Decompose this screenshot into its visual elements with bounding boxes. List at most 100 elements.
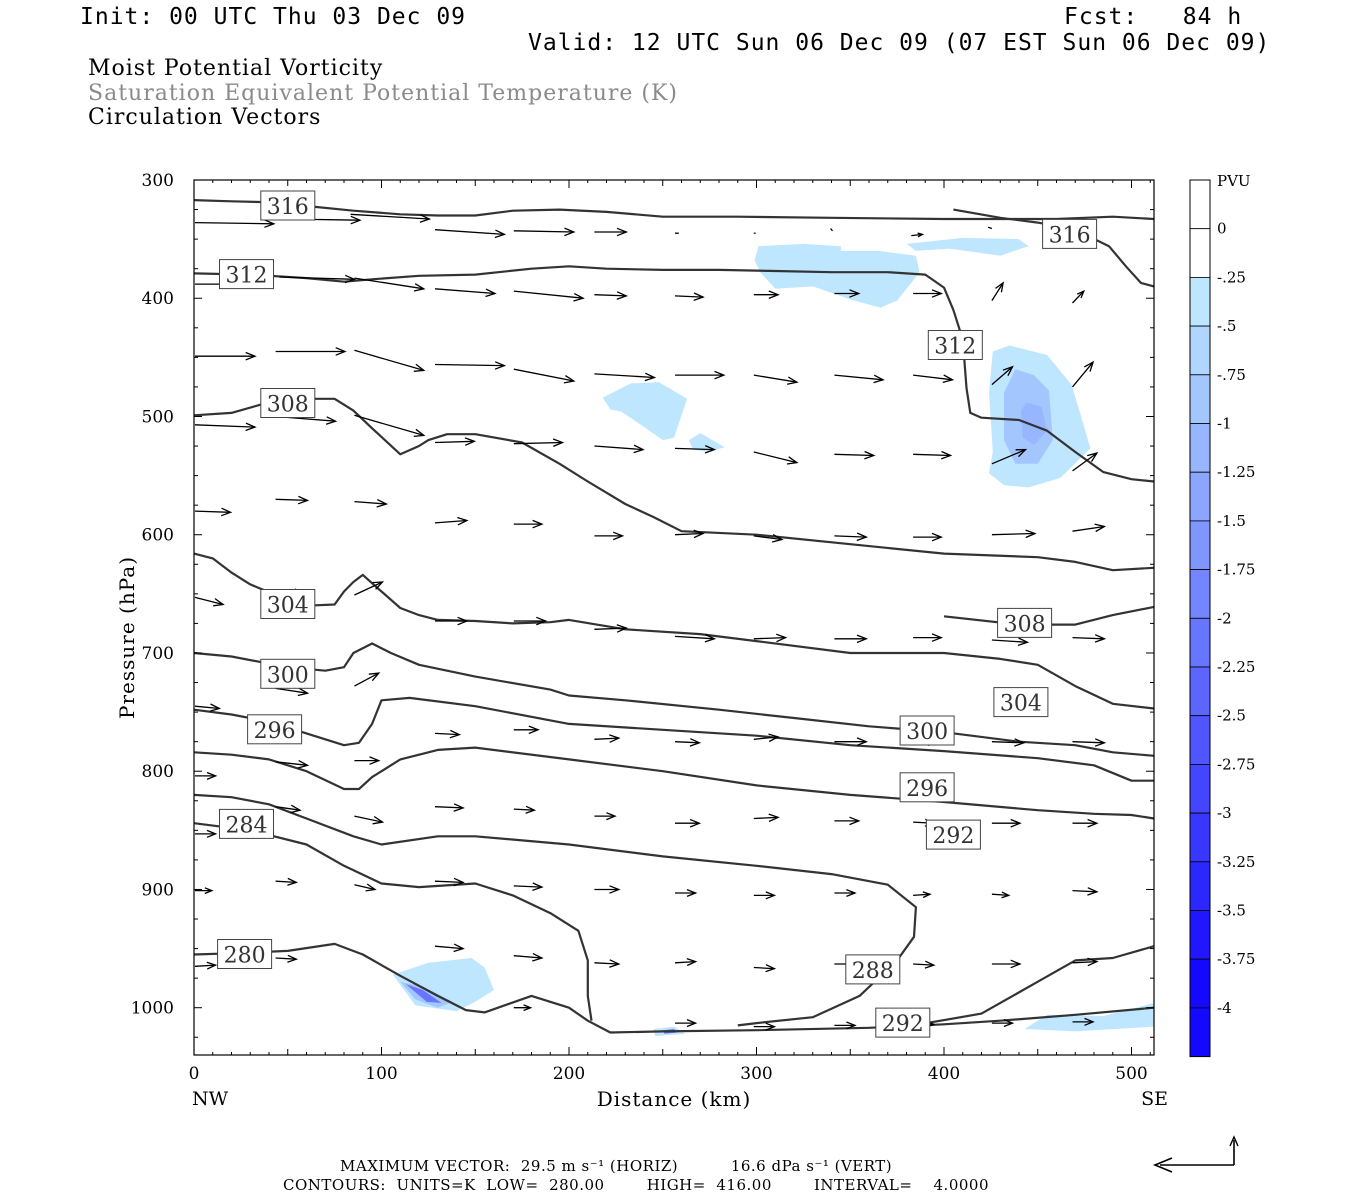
vector-head bbox=[1087, 452, 1099, 462]
vector-head bbox=[689, 818, 702, 828]
colorbar-tick-label: -1 bbox=[1217, 415, 1232, 433]
vector-head bbox=[1094, 738, 1107, 747]
colorbar-bin bbox=[1189, 958, 1211, 1009]
colorbar-unit: PVU bbox=[1217, 172, 1251, 190]
vector-shaft bbox=[753, 816, 779, 820]
y-tick-label: 1000 bbox=[131, 999, 174, 1019]
contour-label-text: 292 bbox=[882, 1012, 924, 1037]
vector-shaft bbox=[674, 741, 700, 744]
circulation-vector bbox=[435, 616, 469, 626]
pv-patch-0 bbox=[754, 243, 920, 308]
circulation-vector bbox=[834, 816, 861, 826]
vector-head bbox=[344, 274, 357, 284]
vector-shaft bbox=[354, 672, 380, 687]
contour-label-text: 280 bbox=[224, 944, 266, 969]
theta-contour-292-12 bbox=[906, 945, 1155, 1028]
vector-head bbox=[931, 532, 944, 542]
circulation-vector bbox=[594, 372, 657, 382]
vector-shaft bbox=[275, 806, 301, 811]
vector-shaft bbox=[674, 447, 715, 451]
vector-shaft bbox=[753, 451, 798, 464]
vector-shaft bbox=[594, 962, 619, 965]
circulation-vector bbox=[913, 450, 953, 460]
vector-head bbox=[856, 532, 869, 542]
pv-patch-2 bbox=[972, 239, 1004, 249]
vector-head bbox=[1087, 818, 1099, 828]
vector-shaft bbox=[434, 945, 464, 950]
vector-shaft bbox=[513, 441, 563, 445]
circulation-vector bbox=[194, 961, 218, 970]
vector-head bbox=[453, 803, 465, 812]
circulation-vector bbox=[1072, 523, 1107, 533]
vector-shaft bbox=[991, 366, 1013, 386]
circulation-vector bbox=[594, 959, 621, 968]
vector-head bbox=[413, 428, 426, 438]
field-title-pv: Moist Potential Vorticity bbox=[88, 56, 384, 81]
vector-head bbox=[686, 888, 698, 898]
contour-label: 304 bbox=[260, 589, 316, 619]
colorbar-tick-label: -3 bbox=[1217, 804, 1232, 822]
y-tick-label: 900 bbox=[142, 880, 174, 900]
circulation-vector bbox=[991, 1018, 1015, 1028]
vector-head bbox=[494, 361, 507, 370]
vector-shaft bbox=[434, 519, 467, 524]
circulation-vector bbox=[753, 733, 780, 743]
vector-head bbox=[765, 1022, 777, 1031]
vector-head bbox=[372, 581, 385, 590]
vector-head bbox=[464, 437, 477, 446]
vector-head bbox=[369, 756, 381, 765]
vector-shaft bbox=[753, 636, 786, 640]
circulation-vector bbox=[194, 422, 257, 432]
vector-head bbox=[532, 953, 544, 962]
y-tick-label: 300 bbox=[142, 171, 174, 191]
vector-head bbox=[606, 812, 617, 821]
vector-head bbox=[931, 289, 944, 298]
circulation-vector bbox=[350, 213, 432, 223]
circulation-vector bbox=[991, 281, 1005, 301]
vector-shaft bbox=[194, 424, 256, 428]
vector-head bbox=[768, 733, 780, 743]
contour-label-text: 312 bbox=[226, 264, 268, 289]
circulation-vector bbox=[194, 596, 225, 607]
contour-label: 316 bbox=[260, 190, 316, 221]
vector-shaft bbox=[194, 221, 274, 225]
vector-head bbox=[564, 227, 576, 237]
theta-contour-308-5 bbox=[943, 605, 1155, 626]
vector-shaft bbox=[911, 233, 923, 237]
circulation-vector bbox=[1072, 887, 1099, 896]
x-axis-title: Distance (km) bbox=[597, 1087, 752, 1111]
max-vector-note: MAXIMUM VECTOR: 29.5 m s⁻¹ (HORIZ) 16.6 … bbox=[340, 1157, 893, 1175]
vector-head bbox=[1010, 959, 1022, 969]
circulation-vector bbox=[195, 351, 257, 361]
vector-shaft bbox=[830, 228, 834, 232]
circulation-vector bbox=[513, 616, 548, 626]
pv-patch-10 bbox=[405, 984, 442, 1003]
vector-shaft bbox=[434, 363, 505, 367]
circulation-vector bbox=[913, 289, 944, 298]
circulation-vector bbox=[194, 219, 276, 228]
vector-shaft bbox=[674, 532, 704, 536]
contour-label: 284 bbox=[219, 808, 274, 839]
reference-vector-icon bbox=[1152, 1135, 1239, 1173]
vector-head bbox=[1003, 1018, 1015, 1028]
circulation-vector bbox=[675, 370, 726, 380]
vector-shaft bbox=[913, 963, 934, 966]
vector-shaft bbox=[354, 349, 424, 372]
contour-label-text: 296 bbox=[906, 777, 948, 802]
circulation-vector bbox=[434, 229, 507, 239]
vector-head bbox=[765, 964, 777, 973]
vector-shaft bbox=[194, 964, 216, 967]
circulation-vector bbox=[513, 805, 537, 814]
vector-shaft bbox=[594, 373, 655, 379]
vector-head bbox=[786, 376, 799, 385]
colorbar-bin bbox=[1189, 276, 1211, 327]
vector-head bbox=[376, 499, 389, 508]
vector-head bbox=[616, 227, 629, 237]
circulation-vector bbox=[354, 581, 385, 596]
circulation-vector bbox=[513, 368, 576, 384]
circulation-vector bbox=[991, 738, 1026, 747]
colorbar-bin bbox=[1189, 764, 1211, 814]
circulation-vector bbox=[1072, 634, 1107, 643]
colorbar-tick-label: -1.5 bbox=[1217, 512, 1246, 530]
vector-shaft bbox=[1072, 960, 1097, 964]
